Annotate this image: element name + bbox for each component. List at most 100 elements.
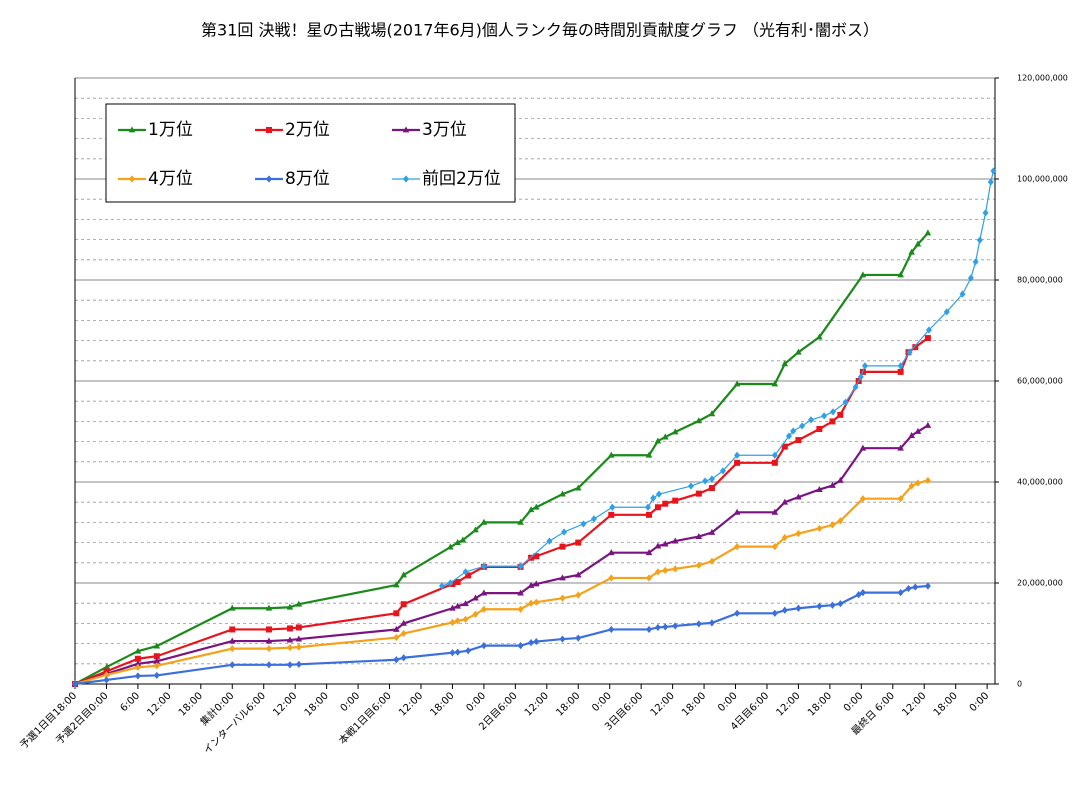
x-tick-label: 予選2日目0:00: [53, 689, 111, 747]
marker: [400, 629, 407, 638]
marker: [816, 602, 823, 610]
marker: [795, 529, 802, 538]
series: [71, 421, 932, 687]
legend-label: 2万位: [285, 120, 330, 140]
marker: [575, 591, 582, 599]
marker: [967, 274, 974, 282]
marker: [908, 248, 915, 255]
marker: [771, 609, 778, 617]
marker: [393, 610, 400, 617]
x-tick-label: 0:00: [339, 690, 363, 714]
marker: [671, 428, 679, 435]
marker: [393, 581, 400, 588]
marker: [795, 348, 802, 355]
marker: [842, 398, 849, 406]
marker: [286, 644, 293, 652]
marker: [646, 625, 653, 634]
marker: [924, 421, 932, 428]
marker: [295, 660, 302, 668]
marker: [228, 604, 236, 611]
marker: [859, 495, 866, 503]
marker: [609, 503, 616, 511]
marker: [286, 661, 293, 669]
marker: [561, 528, 568, 536]
marker: [575, 634, 582, 642]
marker: [517, 605, 524, 613]
marker: [265, 626, 272, 633]
marker: [580, 520, 587, 528]
marker: [808, 416, 814, 424]
marker: [733, 508, 741, 515]
marker: [449, 649, 456, 657]
marker: [129, 175, 135, 183]
marker: [795, 604, 802, 612]
marker: [454, 602, 461, 609]
series: [72, 335, 931, 687]
marker: [153, 657, 161, 664]
marker: [454, 578, 461, 585]
legend-label: 4万位: [148, 169, 193, 189]
marker: [295, 600, 303, 607]
marker: [837, 476, 844, 483]
marker: [654, 568, 661, 576]
x-tick-label: 12:00: [774, 690, 802, 718]
marker: [228, 637, 236, 644]
marker: [650, 494, 657, 502]
marker: [771, 380, 779, 387]
marker: [559, 543, 566, 550]
marker: [943, 308, 950, 316]
marker: [654, 623, 661, 632]
marker: [661, 433, 669, 440]
marker: [734, 459, 741, 466]
marker: [400, 654, 407, 662]
marker: [671, 537, 679, 544]
x-tick-label: 予選1日目18:00: [17, 689, 79, 751]
marker: [546, 537, 553, 545]
marker: [924, 476, 931, 485]
marker: [816, 425, 823, 432]
x-tick-label: 18:00: [806, 690, 834, 718]
marker: [708, 410, 716, 417]
y-tick-label: 60,000,000: [1017, 377, 1063, 386]
marker: [265, 604, 273, 611]
marker: [575, 539, 582, 546]
legend-box: [105, 103, 516, 203]
marker: [153, 642, 161, 649]
series-line: [441, 170, 995, 587]
marker: [861, 362, 868, 370]
marker: [645, 549, 653, 556]
marker: [695, 620, 702, 628]
marker: [527, 506, 535, 513]
marker: [72, 680, 78, 688]
marker: [990, 167, 997, 175]
marker: [708, 475, 715, 483]
marker: [480, 642, 487, 650]
x-tick-label: 0:00: [464, 690, 488, 714]
marker: [517, 518, 524, 525]
marker: [403, 175, 409, 183]
marker: [654, 437, 662, 444]
marker: [959, 290, 966, 298]
x-tick-label: 0:00: [590, 690, 614, 714]
marker: [799, 422, 806, 430]
marker: [607, 451, 615, 458]
marker: [859, 444, 867, 451]
marker: [459, 536, 467, 543]
marker: [393, 656, 400, 664]
x-tick-label: 12:00: [649, 690, 677, 718]
marker: [734, 451, 741, 459]
marker: [134, 663, 141, 671]
marker: [646, 574, 653, 582]
marker: [295, 624, 302, 631]
marker: [733, 380, 741, 387]
marker: [265, 637, 273, 644]
marker: [708, 485, 715, 492]
marker: [295, 635, 303, 642]
marker: [914, 427, 922, 434]
marker: [914, 479, 921, 487]
marker: [517, 562, 524, 570]
x-tick-label: 12:00: [523, 690, 551, 718]
marker: [906, 348, 913, 356]
marker: [662, 623, 669, 631]
marker: [103, 671, 110, 679]
